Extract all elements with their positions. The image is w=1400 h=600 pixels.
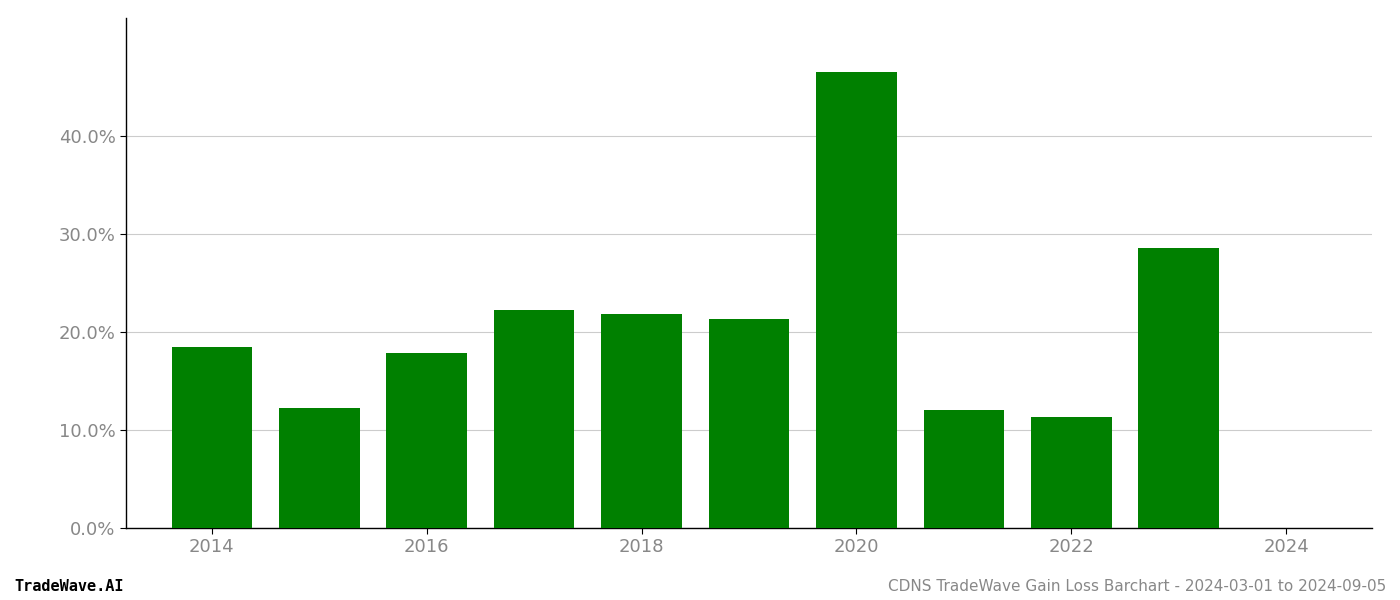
Bar: [708, 319, 790, 528]
Bar: [386, 353, 468, 528]
Text: TradeWave.AI: TradeWave.AI: [14, 579, 123, 594]
Bar: [602, 314, 682, 528]
Bar: [172, 347, 252, 528]
Bar: [1138, 248, 1219, 528]
Bar: [494, 310, 574, 528]
Bar: [924, 410, 1004, 528]
Bar: [1030, 417, 1112, 528]
Bar: [279, 409, 360, 528]
Text: CDNS TradeWave Gain Loss Barchart - 2024-03-01 to 2024-09-05: CDNS TradeWave Gain Loss Barchart - 2024…: [888, 579, 1386, 594]
Bar: [816, 72, 896, 528]
